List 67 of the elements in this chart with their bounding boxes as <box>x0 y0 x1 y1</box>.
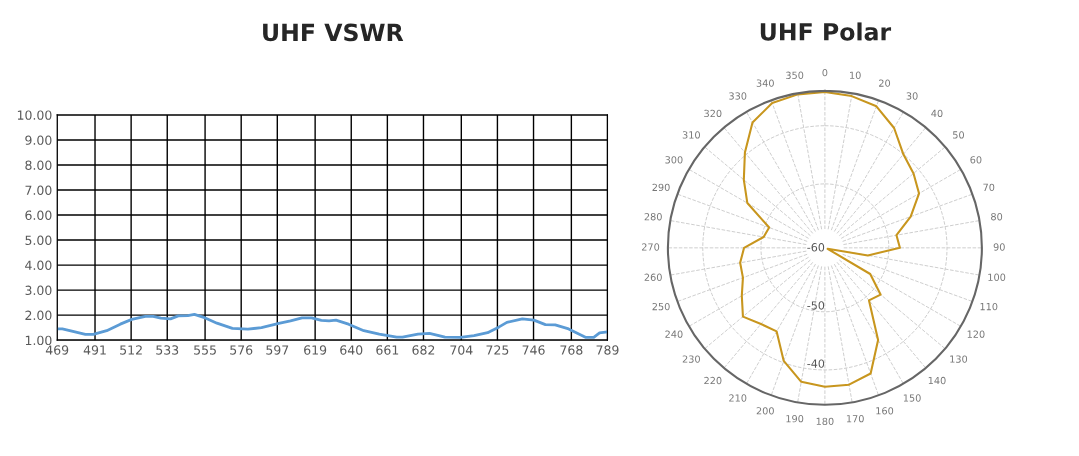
x-tick-label: 576 <box>230 345 253 355</box>
spoke-label: 260 <box>644 273 662 281</box>
spoke-label: 110 <box>980 302 998 311</box>
spoke-label: 350 <box>786 71 804 79</box>
spoke-label: 300 <box>665 156 683 164</box>
y-tick-label: -40 <box>807 359 825 368</box>
spoke-label: 190 <box>786 415 804 423</box>
y-tick-label: 1.00 <box>25 335 52 346</box>
x-tick-label: 555 <box>194 345 216 355</box>
spoke-label: 320 <box>704 109 722 118</box>
spoke-label: 210 <box>729 394 747 402</box>
x-tick-label: 597 <box>266 345 289 355</box>
spoke-label: 200 <box>756 407 774 415</box>
spoke-label: 230 <box>682 355 700 363</box>
spoke-label: 50 <box>953 131 964 139</box>
spoke-label: 330 <box>729 92 747 100</box>
x-tick-label: 491 <box>83 345 106 355</box>
x-tick-label: 789 <box>596 345 619 355</box>
spoke-label: 180 <box>816 417 834 426</box>
y-tick-label: -60 <box>807 243 825 252</box>
y-tick-label: 8.00 <box>25 160 52 170</box>
spoke-label: 10 <box>850 71 861 79</box>
spoke-label: 270 <box>641 243 660 251</box>
chart-title: UHF Polar <box>760 22 892 41</box>
x-tick-label: 768 <box>560 345 583 355</box>
x-tick-label: 469 <box>45 345 69 355</box>
y-tick-label: 6.00 <box>25 210 52 220</box>
y-tick-label: 9.00 <box>25 135 52 145</box>
spoke-label: 70 <box>983 183 995 192</box>
x-tick-label: 512 <box>120 345 142 355</box>
spoke-label: 90 <box>993 243 1005 251</box>
spoke-label: 160 <box>876 407 894 415</box>
spoke-label: 140 <box>928 376 946 385</box>
spoke-label: 340 <box>756 79 774 87</box>
x-tick-label: 640 <box>340 345 363 355</box>
spoke-label: 130 <box>950 355 968 363</box>
spoke-label: 120 <box>967 330 985 338</box>
y-tick-label: 3.00 <box>25 285 52 296</box>
spoke-label: 250 <box>652 302 670 311</box>
spoke-label: 280 <box>644 213 662 221</box>
x-tick-label: 746 <box>522 345 545 355</box>
spoke-label: 220 <box>704 376 722 385</box>
y-tick-label: 4.00 <box>25 260 52 271</box>
y-tick-label: -50 <box>807 301 825 310</box>
x-tick-label: 661 <box>376 345 399 355</box>
spoke-label: 40 <box>931 109 943 118</box>
x-tick-label: 533 <box>156 345 179 355</box>
y-tick-label: 7.00 <box>25 185 52 195</box>
spoke-label: 290 <box>652 183 670 192</box>
spoke-label: 0 <box>822 68 828 77</box>
spoke-label: 80 <box>991 213 1003 221</box>
spoke-label: 20 <box>879 79 891 87</box>
y-tick-label: 5.00 <box>25 235 52 245</box>
x-tick-label: 725 <box>486 345 509 355</box>
spoke-label: 100 <box>988 273 1006 281</box>
y-tick-label: 2.00 <box>25 310 52 321</box>
x-tick-label: 704 <box>450 345 473 355</box>
spoke-label: 170 <box>846 415 864 423</box>
spoke-label: 310 <box>682 131 700 139</box>
spoke-label: 240 <box>665 330 683 338</box>
chart-title: UHF VSWR <box>263 23 404 42</box>
x-tick-label: 619 <box>304 345 327 355</box>
x-tick-label: 682 <box>412 345 435 355</box>
spoke-label: 60 <box>970 156 982 164</box>
y-tick-label: 10.00 <box>17 110 52 120</box>
spoke-label: 30 <box>906 92 918 100</box>
spoke-label: 150 <box>903 394 921 402</box>
